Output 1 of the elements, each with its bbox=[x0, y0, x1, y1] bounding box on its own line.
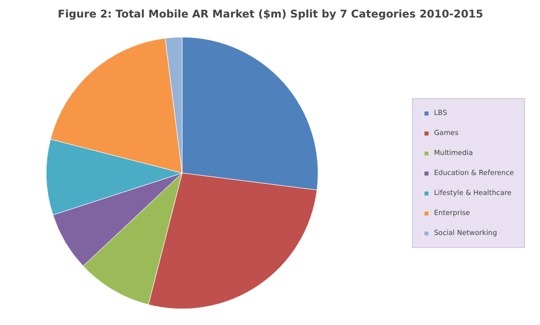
chart-title: Figure 2: Total Mobile AR Market ($m) Split by 7 Categories 2010-2015 bbox=[58, 8, 484, 20]
